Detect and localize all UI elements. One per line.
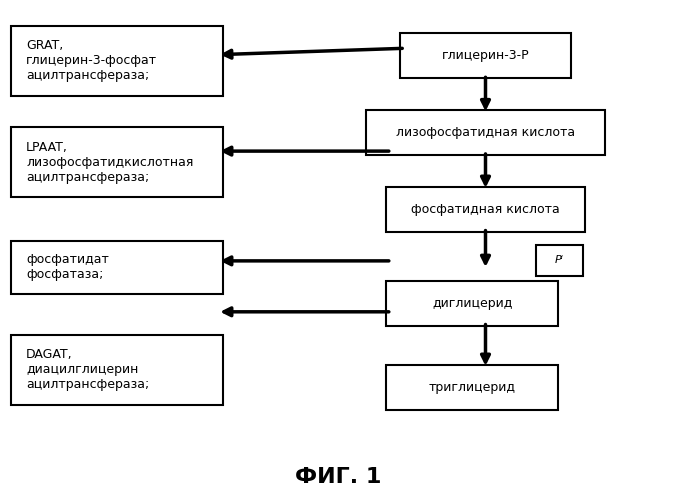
Text: GRAT,
глицерин-3-фосфат
ацилтрансфераза;: GRAT, глицерин-3-фосфат ацилтрансфераза; <box>26 40 158 82</box>
Text: фосфатидат
фосфатаза;: фосфатидат фосфатаза; <box>26 254 109 281</box>
Text: глицерин-3-Р: глицерин-3-Р <box>441 50 529 62</box>
FancyBboxPatch shape <box>11 26 222 96</box>
Text: фосфатидная кислота: фосфатидная кислота <box>411 202 560 215</box>
FancyBboxPatch shape <box>400 34 571 78</box>
FancyBboxPatch shape <box>366 110 605 155</box>
FancyBboxPatch shape <box>386 280 558 326</box>
Text: Pᴵ: Pᴵ <box>555 256 564 266</box>
Text: диглицерид: диглицерид <box>432 296 512 310</box>
Text: ФИГ. 1: ФИГ. 1 <box>295 468 381 487</box>
Text: DAGAT,
диацилглицерин
ацилтрансфераза;: DAGAT, диацилглицерин ацилтрансфераза; <box>26 348 149 392</box>
FancyBboxPatch shape <box>386 186 585 232</box>
FancyBboxPatch shape <box>11 335 222 405</box>
FancyBboxPatch shape <box>536 245 583 276</box>
FancyBboxPatch shape <box>11 128 222 197</box>
FancyBboxPatch shape <box>11 241 222 294</box>
Text: LPAAT,
лизофосфатидкислотная
ацилтрансфераза;: LPAAT, лизофосфатидкислотная ацилтрансфе… <box>26 140 193 184</box>
Text: лизофосфатидная кислота: лизофосфатидная кислота <box>396 126 575 139</box>
FancyBboxPatch shape <box>386 364 558 410</box>
Text: триглицерид: триглицерид <box>429 380 516 394</box>
